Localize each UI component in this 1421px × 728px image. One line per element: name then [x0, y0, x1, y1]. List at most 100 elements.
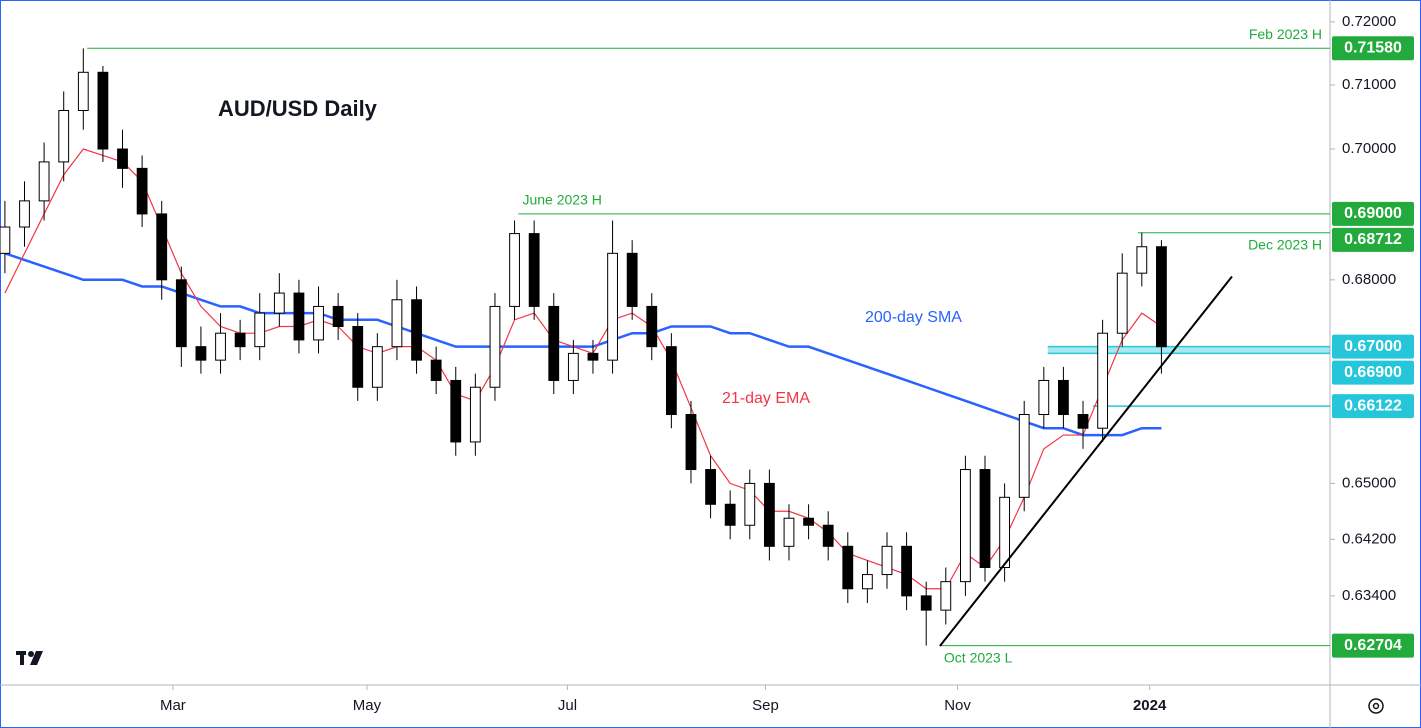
candle-body	[861, 574, 873, 590]
candle-body	[920, 595, 932, 611]
y-tick-label: 0.72000	[1342, 13, 1396, 30]
candle-body	[136, 167, 148, 215]
candle-body	[1018, 414, 1030, 498]
candle-body	[371, 346, 383, 388]
candle-body	[1038, 379, 1050, 416]
candle-body	[548, 305, 560, 381]
price-label: 0.69000	[1344, 205, 1402, 222]
candle-body	[626, 252, 638, 307]
candle-body	[1077, 414, 1089, 429]
chart-title: AUD/USD Daily	[218, 96, 378, 121]
price-label: 0.66900	[1344, 364, 1402, 381]
candle-body	[97, 71, 109, 150]
price-label-box	[1332, 227, 1414, 252]
candle-body	[744, 482, 756, 526]
level-label: Oct 2023 L	[944, 649, 1013, 665]
candle-body	[156, 213, 168, 281]
candle-body	[685, 414, 697, 471]
candle-body	[411, 299, 422, 361]
candle-body	[763, 482, 775, 547]
x-tick-label: Jul	[558, 697, 577, 714]
candle-body	[0, 226, 11, 254]
candle-body	[901, 545, 912, 597]
candle-body	[117, 148, 128, 169]
candle-body	[842, 545, 854, 590]
candle-body	[293, 292, 305, 341]
candle-body	[273, 292, 285, 314]
candle-body	[1156, 246, 1167, 348]
price-label-box	[1332, 633, 1414, 658]
level-label: Feb 2023 H	[1249, 26, 1322, 42]
candle-body	[940, 581, 952, 611]
candle-body	[254, 312, 266, 348]
candle-body	[607, 252, 618, 361]
price-label: 0.67000	[1344, 338, 1402, 355]
x-tick-label: May	[353, 697, 382, 714]
candle-body	[19, 200, 30, 228]
price-label: 0.66122	[1344, 397, 1402, 414]
candle-body	[528, 233, 540, 307]
y-tick-label: 0.63400	[1342, 587, 1396, 604]
candle-body	[1136, 246, 1148, 274]
price-label: 0.62704	[1344, 637, 1402, 654]
candle-body	[1058, 379, 1069, 416]
settings-icon[interactable]	[1368, 698, 1384, 714]
candle-body	[332, 305, 344, 327]
candle-body	[999, 496, 1011, 568]
candle-body	[195, 346, 207, 361]
candle-body	[489, 305, 501, 388]
y-tick-label: 0.65000	[1342, 474, 1396, 491]
price-label-box	[1332, 36, 1414, 61]
candle-body	[803, 517, 814, 526]
level-label: June 2023 H	[522, 192, 601, 208]
candle-body	[1097, 332, 1109, 429]
candle-body	[509, 233, 520, 307]
price-label: 0.68712	[1344, 231, 1402, 248]
candle-body	[215, 332, 226, 361]
level-label: Dec 2023 H	[1248, 237, 1322, 253]
zone	[1047, 346, 1330, 354]
candle-body	[38, 161, 50, 202]
price-label-box	[1332, 360, 1414, 385]
candle-body	[979, 469, 991, 568]
candle-body	[58, 109, 70, 163]
price-label-box	[1332, 334, 1414, 359]
candle-body	[646, 305, 658, 348]
y-tick-label: 0.68000	[1342, 271, 1396, 288]
candle-body	[783, 517, 795, 547]
x-tick-label: Sep	[752, 697, 779, 714]
candle-body	[567, 352, 579, 381]
candle-body	[391, 299, 403, 348]
x-tick-label: Nov	[944, 697, 971, 714]
x-tick-label: Mar	[160, 697, 186, 714]
y-tick-label: 0.70000	[1342, 140, 1396, 157]
candle-body	[234, 332, 246, 348]
candle-body	[313, 305, 324, 341]
candle-body	[450, 379, 462, 443]
candle-body	[822, 524, 834, 547]
candle-body	[352, 325, 364, 388]
trendline	[939, 275, 1233, 647]
candle-body	[1116, 272, 1128, 334]
candle-body	[960, 469, 971, 583]
ma-label: 21-day EMA	[722, 390, 810, 407]
price-label: 0.71580	[1344, 40, 1402, 57]
candle-body	[469, 386, 481, 443]
ma-line	[4, 252, 1162, 437]
candle-body	[77, 71, 89, 111]
candle-body	[665, 346, 677, 416]
y-tick-label: 0.71000	[1342, 76, 1396, 93]
candle-body	[705, 469, 716, 505]
candle-body	[587, 352, 599, 361]
candle-body	[175, 279, 187, 348]
candle-body	[881, 545, 893, 576]
ma-label: 200-day SMA	[865, 309, 962, 326]
price-label-box	[1332, 201, 1414, 226]
candle-body	[430, 359, 442, 381]
tradingview-logo	[16, 651, 43, 665]
price-label-box	[1332, 394, 1414, 419]
y-tick-label: 0.64200	[1342, 530, 1396, 547]
x-tick-label: 2024	[1133, 697, 1167, 714]
